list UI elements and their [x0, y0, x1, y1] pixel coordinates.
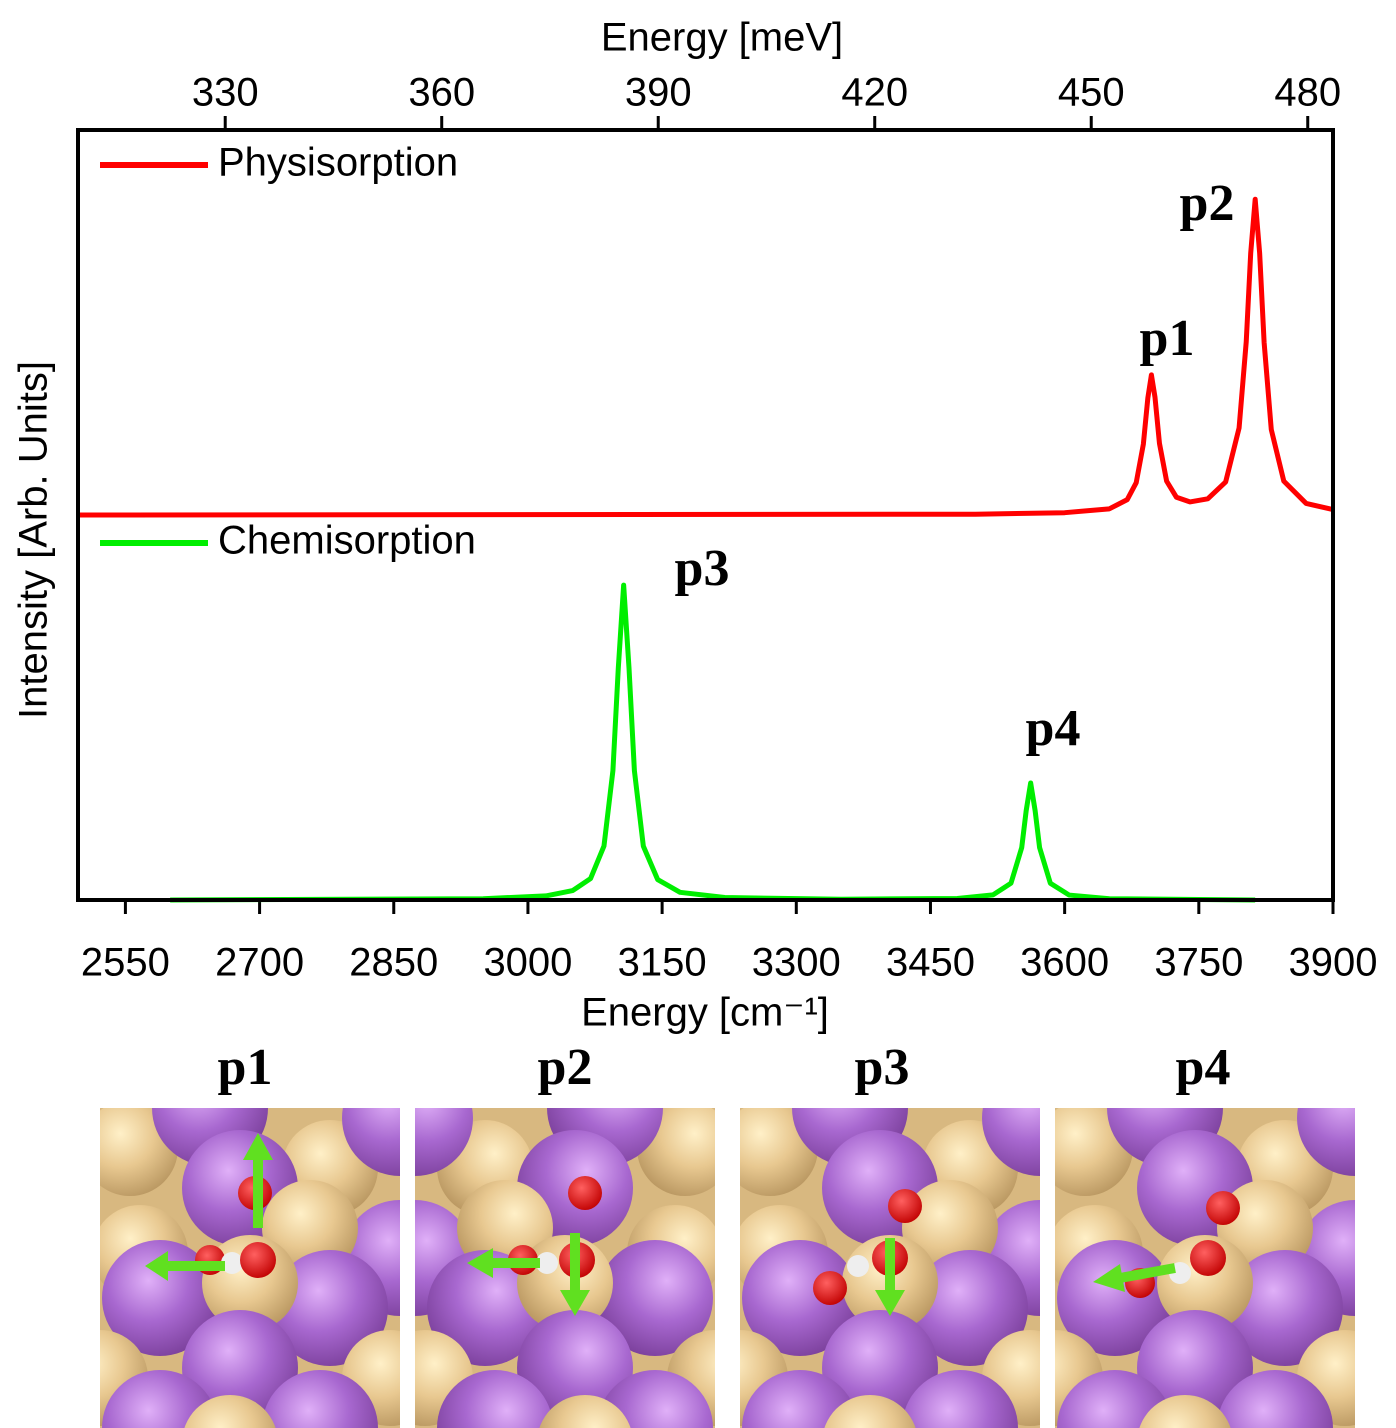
x-tick-label: 3450 [886, 941, 975, 985]
x2-tick-label: 450 [1058, 71, 1125, 115]
plot: 2550 2700 2850 3000 3150 3300 3450 3600 3750 3900… [78, 71, 1377, 985]
x2-tick-label: 420 [841, 71, 908, 115]
panel-title: p1 [218, 1039, 273, 1096]
x-tick-label: 3300 [752, 941, 841, 985]
x-tick-label: 2700 [215, 941, 304, 985]
x-tick-label: 3000 [483, 941, 572, 985]
x2-axis-title: Energy [meV] [601, 16, 843, 60]
x2-tick-label: 390 [625, 71, 692, 115]
peak-annotation: p1 [1140, 310, 1195, 367]
x-tick-label: 3750 [1154, 941, 1243, 985]
panel-images [52, 1050, 1396, 1428]
x2-tick-label: 360 [408, 71, 475, 115]
x-tick-label: 3900 [1289, 941, 1378, 985]
panel-title: p3 [855, 1039, 910, 1096]
x2-tick-label: 480 [1274, 71, 1341, 115]
peak-annotation: p3 [675, 540, 730, 597]
panel-image [692, 1050, 1098, 1428]
panel-title: p4 [1176, 1039, 1231, 1096]
peak-annotation: p2 [1180, 175, 1235, 232]
legend-label: Chemisorption [218, 519, 476, 563]
panel-image [52, 1050, 458, 1428]
x-tick-label: 3600 [1020, 941, 1109, 985]
x-axis-title: Energy [cm⁻¹] [581, 991, 829, 1035]
panel-image [357, 1050, 763, 1428]
legend-label: Physisorption [218, 141, 458, 185]
figure: Energy [meV] Energy [cm⁻¹] Intensity [Ar… [0, 0, 1396, 1428]
panel-image [1007, 1050, 1396, 1428]
x-tick-label: 3150 [618, 941, 707, 985]
x2-tick-label: 330 [192, 71, 259, 115]
x-tick-label: 2850 [349, 941, 438, 985]
series-line [170, 585, 1255, 900]
x-tick-label: 2550 [81, 941, 170, 985]
peak-annotation: p4 [1026, 700, 1081, 757]
panel-title: p2 [538, 1039, 593, 1096]
y-axis-title: Intensity [Arb. Units] [12, 361, 56, 719]
